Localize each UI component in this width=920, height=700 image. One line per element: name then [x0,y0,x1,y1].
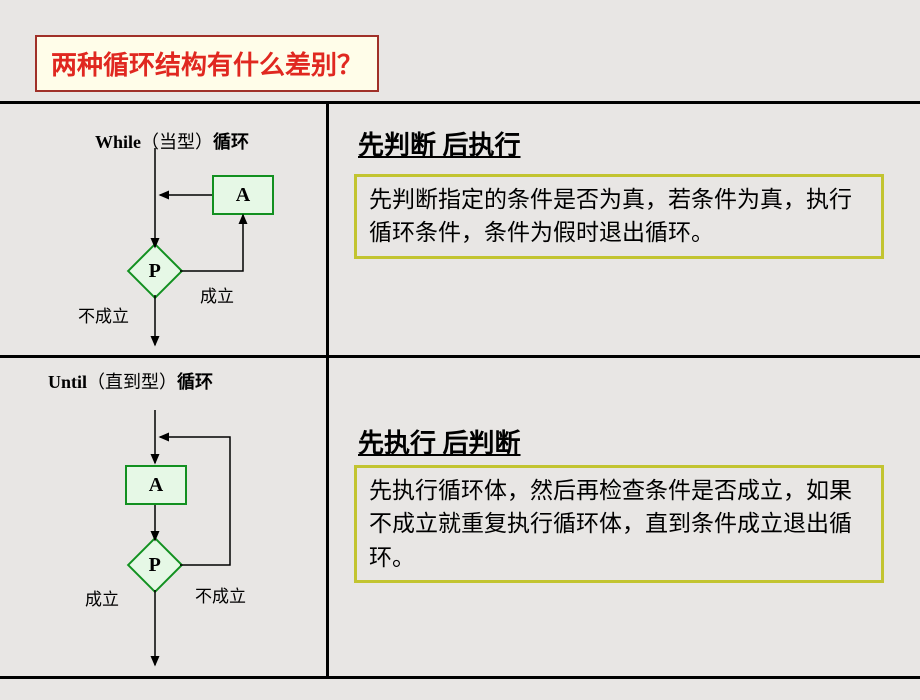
until-true-label: 成立 [85,585,119,610]
until-label: Until（直到型）循环 [48,368,213,394]
until-node-a: A [125,465,187,505]
title-text: 两种循环结构有什么差别？ [51,51,363,80]
while-node-a: A [212,175,274,215]
until-desc-box: 先执行循环体，然后再检查条件是否成立，如果不成立就重复执行循环体，直到条件成立退… [354,465,884,583]
while-label-suffix: 循环 [213,132,249,152]
divider-bottom [0,676,920,679]
title-box: 两种循环结构有什么差别？ [35,35,379,92]
while-label-paren: （当型） [141,132,213,152]
divider-top [0,101,920,104]
until-node-a-text: A [149,474,163,497]
while-node-p-text: P [149,260,161,283]
while-true-label: 成立 [200,282,234,307]
divider-mid [0,355,920,358]
while-node-a-text: A [236,184,250,207]
slide: 两种循环结构有什么差别？ While（当型）循环 A P 成立 不成立 先判断 … [0,0,920,690]
while-label: While（当型）循环 [95,128,249,154]
while-false-label: 不成立 [78,302,129,327]
until-subtitle: 先执行 后判断 [358,423,521,460]
until-node-p: P [127,537,184,594]
until-node-p-text: P [149,554,161,577]
while-node-p: P [127,243,184,300]
until-arrows [0,0,330,700]
until-label-suffix: 循环 [177,372,213,392]
while-label-prefix: While [95,132,141,152]
until-label-paren: （直到型） [87,372,177,392]
divider-vertical [326,101,329,676]
until-desc-text: 先执行循环体，然后再检查条件是否成立，如果不成立就重复执行循环体，直到条件成立退… [369,478,852,570]
until-false-label: 不成立 [195,582,246,607]
while-subtitle: 先判断 后执行 [358,125,521,162]
while-desc-text: 先判断指定的条件是否为真，若条件为真，执行循环条件，条件为假时退出循环。 [369,187,852,245]
while-desc-box: 先判断指定的条件是否为真，若条件为真，执行循环条件，条件为假时退出循环。 [354,174,884,259]
until-label-prefix: Until [48,372,87,392]
